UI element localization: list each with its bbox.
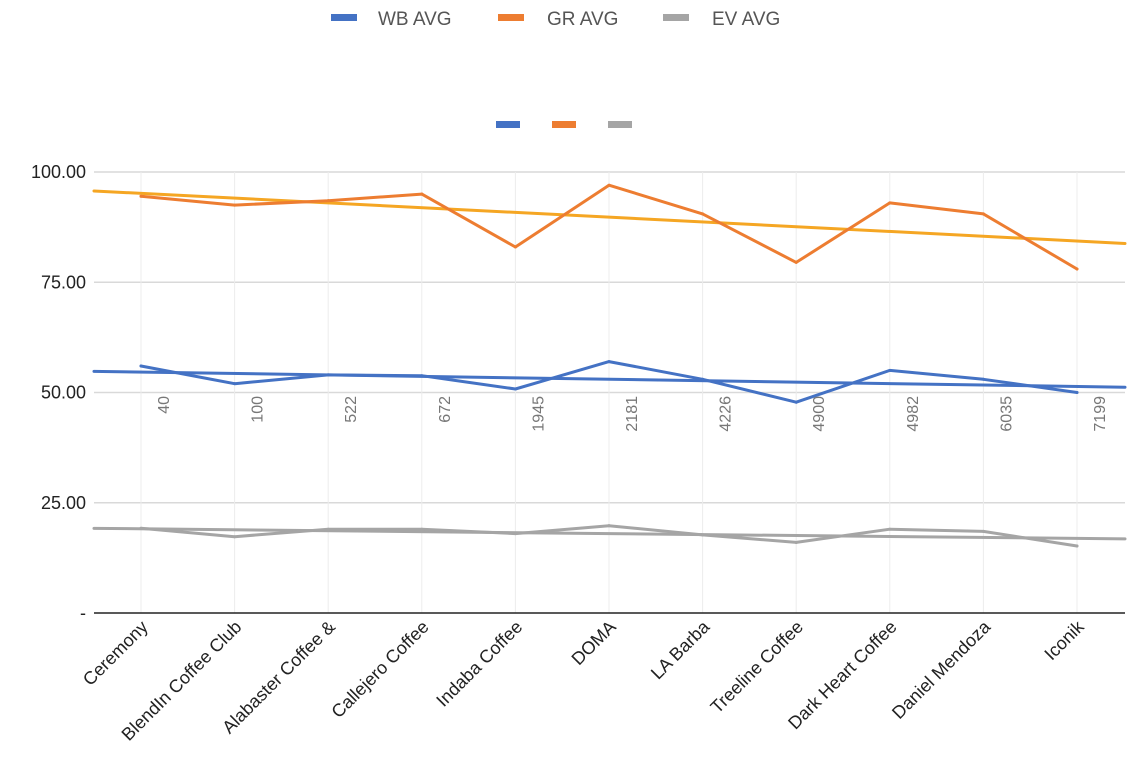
x-tick-label-0: Ceremony bbox=[79, 617, 152, 690]
x-tick-label-5: DOMA bbox=[568, 617, 620, 669]
y-tick-label-4: 100.00 bbox=[31, 162, 86, 182]
data-point-1-7 bbox=[794, 260, 798, 264]
data-point-1-9 bbox=[981, 212, 985, 216]
data-point-0-4 bbox=[513, 387, 517, 391]
legend-swatch-ev bbox=[663, 14, 689, 21]
x-tick-label-10: Iconik bbox=[1040, 616, 1088, 664]
y-tick-label-3: 75.00 bbox=[41, 272, 86, 292]
data-point-1-10 bbox=[1075, 267, 1079, 271]
data-point-1-8 bbox=[888, 201, 892, 205]
data-label-6: 4226 bbox=[718, 396, 735, 432]
data-point-2-3 bbox=[420, 527, 424, 531]
data-point-2-9 bbox=[981, 529, 985, 533]
y-tick-label-1: 25.00 bbox=[41, 493, 86, 513]
data-point-2-2 bbox=[326, 527, 330, 531]
data-label-5: 2181 bbox=[624, 396, 641, 432]
data-labels: 40 100 522 672 1945 2181 4226 4900 4982 6035 7199 bbox=[156, 396, 1109, 432]
data-point-2-5 bbox=[607, 524, 611, 528]
trendline-legend bbox=[496, 121, 632, 128]
data-point-2-8 bbox=[888, 527, 892, 531]
data-point-2-0 bbox=[139, 526, 143, 530]
data-label-2: 522 bbox=[343, 396, 360, 423]
x-tick-label-4: Indaba Coffee bbox=[432, 617, 526, 711]
data-point-2-7 bbox=[794, 540, 798, 544]
data-point-0-7 bbox=[794, 400, 798, 404]
data-point-0-6 bbox=[701, 377, 705, 381]
x-tick-label-3: Callejero Coffee bbox=[327, 617, 432, 722]
trendline-1 bbox=[92, 189, 1127, 245]
gridlines bbox=[94, 171, 1125, 613]
data-point-1-0 bbox=[139, 194, 143, 198]
data-point-0-3 bbox=[420, 374, 424, 378]
legend-swatch-gr bbox=[498, 14, 524, 21]
data-point-2-1 bbox=[233, 535, 237, 539]
data-point-0-5 bbox=[607, 360, 611, 364]
trendline-2 bbox=[92, 526, 1127, 541]
data-point-0-2 bbox=[326, 373, 330, 377]
legend-label-gr[interactable]: GR AVG bbox=[547, 9, 618, 30]
data-label-3: 672 bbox=[437, 396, 454, 423]
data-point-1-2 bbox=[326, 199, 330, 203]
trendlines bbox=[92, 189, 1127, 541]
legend-label-wb[interactable]: WB AVG bbox=[378, 9, 452, 30]
data-point-2-10 bbox=[1075, 544, 1079, 548]
trendline-legend-swatch-gr bbox=[552, 121, 576, 128]
legend-label-ev[interactable]: EV AVG bbox=[712, 9, 780, 30]
y-axis-ticks: - 25.00 50.00 75.00 100.00 bbox=[31, 162, 86, 623]
y-tick-label-2: 50.00 bbox=[41, 383, 86, 403]
data-label-1: 100 bbox=[250, 396, 267, 423]
data-label-8: 4982 bbox=[905, 396, 922, 432]
trendline-legend-swatch-wb bbox=[496, 121, 520, 128]
data-label-4: 1945 bbox=[530, 396, 547, 432]
data-point-1-6 bbox=[701, 212, 705, 216]
x-tick-label-7: Treeline Coffee bbox=[707, 617, 807, 717]
data-point-1-1 bbox=[233, 203, 237, 207]
legend-swatch-wb bbox=[331, 14, 357, 21]
trendline-legend-swatch-ev bbox=[608, 121, 632, 128]
trendline-0 bbox=[92, 369, 1127, 389]
data-point-0-8 bbox=[888, 368, 892, 372]
data-point-2-4 bbox=[513, 532, 517, 536]
x-tick-label-6: LA Barba bbox=[647, 616, 714, 683]
data-label-9: 6035 bbox=[998, 396, 1015, 432]
data-point-1-3 bbox=[420, 192, 424, 196]
data-point-0-9 bbox=[981, 377, 985, 381]
data-label-10: 7199 bbox=[1092, 396, 1109, 432]
series-lines bbox=[139, 183, 1079, 548]
data-point-2-6 bbox=[701, 533, 705, 537]
x-tick-label-9: Daniel Mendoza bbox=[888, 616, 995, 723]
data-point-1-4 bbox=[513, 245, 517, 249]
data-label-7: 4900 bbox=[811, 396, 828, 432]
data-label-0: 40 bbox=[156, 396, 173, 414]
y-tick-label-0: - bbox=[80, 603, 86, 623]
data-point-1-5 bbox=[607, 183, 611, 187]
data-point-0-0 bbox=[139, 364, 143, 368]
legend: WB AVG GR AVG EV AVG bbox=[331, 9, 780, 30]
data-point-0-1 bbox=[233, 382, 237, 386]
data-point-0-10 bbox=[1075, 391, 1079, 394]
